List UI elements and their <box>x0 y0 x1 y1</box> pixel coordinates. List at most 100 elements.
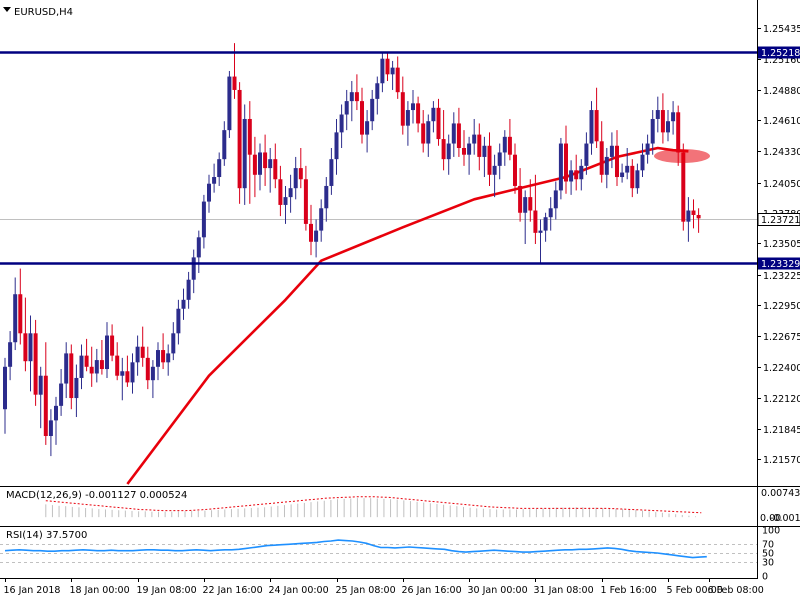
candle <box>324 177 329 222</box>
candle-body-down <box>252 154 257 175</box>
candle-body-down <box>99 360 104 370</box>
candle <box>431 101 436 133</box>
candle <box>666 110 670 142</box>
candle-body-up <box>288 188 293 198</box>
candle-body-up <box>59 383 64 406</box>
candle <box>186 271 191 309</box>
candle-body-up <box>186 279 191 300</box>
candle-body-up <box>293 168 298 189</box>
time-tick-label: 16 Jan 2018 <box>4 585 61 596</box>
candle-body-down <box>360 101 364 135</box>
candle <box>339 104 344 148</box>
rsi-tick-label: 100 <box>762 526 780 537</box>
candle-body-up <box>28 333 33 362</box>
candle <box>8 331 13 381</box>
rsi-tick-label: 30 <box>762 558 774 569</box>
symbol-header[interactable]: EURUSD,H4 <box>3 7 73 18</box>
candle-body-down <box>125 371 130 383</box>
menu-caret-icon[interactable] <box>3 7 11 12</box>
candle-body-down <box>273 159 278 180</box>
candle-body-up <box>258 152 262 175</box>
candle <box>400 76 405 135</box>
candle-body-up <box>375 83 380 99</box>
candle-body-down <box>84 355 89 367</box>
candle <box>411 89 415 124</box>
candle <box>176 299 181 345</box>
candle-body-down <box>18 294 23 334</box>
candle-body-up <box>8 342 13 367</box>
candle-body-down <box>676 112 681 153</box>
candle <box>145 346 150 390</box>
candle-body-up <box>497 152 502 166</box>
candle-body-up <box>135 346 140 363</box>
candle <box>645 134 650 164</box>
candle-body-up <box>349 92 354 102</box>
candle <box>43 342 48 445</box>
candle <box>609 132 614 169</box>
candle <box>319 199 324 242</box>
candle <box>140 326 145 367</box>
candle-body-down <box>615 145 619 178</box>
candle <box>69 344 74 410</box>
candle <box>150 360 155 399</box>
candle <box>309 204 313 256</box>
candle-body-up <box>207 183 211 202</box>
candle <box>594 87 599 148</box>
candle <box>487 132 492 186</box>
candle-body-down <box>303 179 308 224</box>
candle <box>105 322 109 378</box>
candle-body-up <box>201 201 206 238</box>
candle-body-down <box>354 92 359 102</box>
candle <box>166 344 171 376</box>
candle-body-down <box>247 118 252 155</box>
candle <box>538 219 543 265</box>
candle-body-up <box>523 197 528 213</box>
candle-body-up <box>334 132 339 160</box>
price-tick-label: 1.22950 <box>763 301 800 312</box>
price-tick-label: 1.21845 <box>763 425 800 436</box>
candle-body-up <box>645 143 650 155</box>
candle <box>691 199 696 229</box>
candle-body-down <box>630 165 635 189</box>
candle <box>569 160 574 195</box>
candle-body-down <box>416 103 421 124</box>
macd-signal-line <box>45 496 702 514</box>
candle <box>54 396 58 445</box>
candle <box>365 110 370 153</box>
candle <box>201 194 206 249</box>
price-tick-label: 1.24880 <box>763 86 800 97</box>
candle-body-up <box>171 333 176 354</box>
time-tick-label: 6 Feb 08:00 <box>708 585 764 596</box>
candle-body-up <box>212 177 217 184</box>
candle-body-up <box>650 118 655 144</box>
candle <box>620 163 625 183</box>
candle-body-down <box>462 148 466 155</box>
candle <box>48 409 53 457</box>
candle-body-up <box>3 366 7 410</box>
candle-body-down <box>263 152 268 169</box>
candle-body-up <box>686 210 691 222</box>
rsi-tick-label: 0 <box>762 572 768 583</box>
time-tick-label: 26 Jan 16:00 <box>402 585 462 596</box>
candle <box>671 101 676 135</box>
candle-body-up <box>584 143 589 166</box>
candle-body-up <box>446 143 451 160</box>
candle-body-up <box>94 360 99 374</box>
candle <box>258 143 262 191</box>
candle-body-down <box>681 152 686 222</box>
candle-body-up <box>548 208 553 218</box>
time-tick-label: 5 Feb 00:00 <box>667 585 723 596</box>
candle-body-down <box>594 110 599 142</box>
rsi-level-lines <box>0 544 757 563</box>
candle <box>99 340 104 375</box>
time-tick-label: 25 Jan 08:00 <box>336 585 396 596</box>
candle <box>635 163 640 194</box>
candle <box>615 130 619 186</box>
current-price-label-box <box>757 213 800 226</box>
candle <box>293 156 298 200</box>
candle <box>38 366 43 429</box>
candle-body-down <box>69 353 74 399</box>
candle-body-up <box>502 136 507 153</box>
candle <box>94 348 99 383</box>
